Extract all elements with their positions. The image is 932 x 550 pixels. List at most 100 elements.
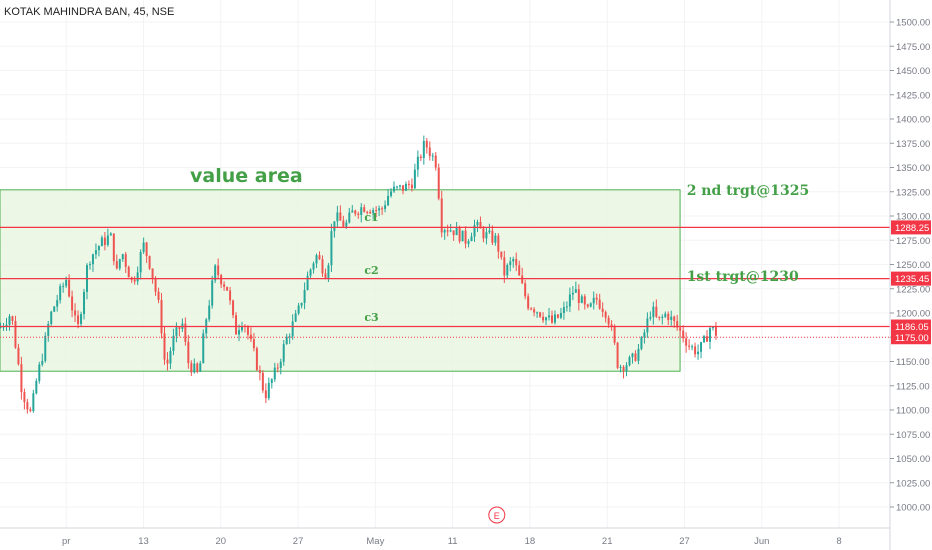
value-area-label: value area xyxy=(190,165,303,187)
candle-body xyxy=(363,207,366,212)
candle-body xyxy=(103,237,106,245)
candle-body xyxy=(551,315,553,323)
candle-body xyxy=(601,308,604,313)
annotation-text: c3 xyxy=(364,311,378,324)
candle-body xyxy=(297,305,300,314)
price-tick-label: 1150.00 xyxy=(896,357,930,368)
candle-body xyxy=(29,409,32,412)
candle-body xyxy=(112,233,115,262)
candle-body xyxy=(536,312,539,314)
candle-body xyxy=(217,265,220,276)
candle-body xyxy=(607,317,610,325)
candle-body xyxy=(223,284,226,287)
candle-body xyxy=(458,227,461,242)
candle-body xyxy=(354,210,357,214)
candle-body xyxy=(562,307,565,313)
price-label-badge xyxy=(891,220,931,235)
candle-body xyxy=(410,184,413,189)
candle-body xyxy=(276,367,279,369)
candle-body xyxy=(503,257,506,276)
candle-body xyxy=(688,345,691,347)
candle-body xyxy=(97,246,100,251)
candle-body xyxy=(32,393,35,412)
candle-body xyxy=(395,186,398,188)
candle-body xyxy=(175,327,178,336)
candle-body xyxy=(160,299,163,334)
candle-body xyxy=(235,315,238,335)
candle-body xyxy=(393,186,396,192)
candle-body xyxy=(565,306,568,308)
candle-body xyxy=(50,311,53,325)
candle-body xyxy=(121,254,124,260)
candle-body xyxy=(521,275,524,284)
candle-body xyxy=(556,314,559,318)
candle-body xyxy=(539,312,542,317)
candle-body xyxy=(252,339,255,349)
candle-body xyxy=(38,364,41,381)
candle-body xyxy=(199,363,202,372)
candle-body xyxy=(109,233,112,236)
candle-body xyxy=(485,232,488,239)
candle-body xyxy=(14,320,17,348)
price-label-text: 1288.25 xyxy=(895,223,929,234)
price-axis[interactable]: 1000.00 1025.00 1050.00 1075.00 1100.00 1125.… xyxy=(889,0,931,550)
candle-body xyxy=(464,230,467,244)
candle-body xyxy=(443,230,446,233)
candle-body xyxy=(437,167,440,199)
candle-body xyxy=(524,283,527,297)
candle-body xyxy=(163,333,166,360)
candle-body xyxy=(145,242,148,257)
candle-body xyxy=(214,265,217,281)
candle-body xyxy=(491,230,494,243)
candle-body xyxy=(407,183,410,185)
candle-body xyxy=(23,392,26,403)
candle-body xyxy=(676,321,679,328)
time-tick-label: 13 xyxy=(138,536,149,547)
price-tick-label: 1325.00 xyxy=(896,187,930,198)
candle-body xyxy=(330,231,333,266)
candle-body xyxy=(318,255,321,260)
candle-body xyxy=(685,338,688,346)
candle-body xyxy=(255,348,258,371)
candle-body xyxy=(357,213,360,215)
time-tick-label: 18 xyxy=(525,536,536,547)
candle-body xyxy=(154,279,157,292)
time-tick-label: 21 xyxy=(602,536,613,547)
candle-body xyxy=(172,335,175,352)
candle-body xyxy=(88,264,91,266)
candle-body xyxy=(515,258,518,266)
candle-body xyxy=(273,367,276,380)
candle-body xyxy=(59,286,62,301)
candle-body xyxy=(559,312,562,318)
candle-body xyxy=(428,147,431,157)
candle-body xyxy=(497,235,500,252)
candle-body xyxy=(77,315,80,324)
price-tick-label: 1400.00 xyxy=(896,115,930,126)
candle-body xyxy=(282,344,285,362)
candle-body xyxy=(488,230,491,233)
candle-body xyxy=(246,326,249,335)
candle-body xyxy=(455,227,458,236)
candle-body xyxy=(220,275,223,285)
time-axis[interactable]: pr 13 20 27 May 11 18 21 27 Jun 8 xyxy=(0,527,890,547)
price-label-text: 1235.45 xyxy=(895,274,929,285)
price-tick-label: 1475.00 xyxy=(896,42,930,53)
candle-body xyxy=(714,326,717,336)
candle-body xyxy=(211,280,214,306)
candle-body xyxy=(148,256,151,269)
candle-body xyxy=(509,261,512,266)
candle-body xyxy=(440,198,443,233)
candle-body xyxy=(512,258,515,262)
annotation-text: 1st trgt@1230 xyxy=(687,269,799,285)
candle-body xyxy=(545,317,548,321)
candle-body xyxy=(336,212,339,222)
candle-body xyxy=(372,210,375,214)
candle-body xyxy=(184,323,187,342)
candle-body xyxy=(279,361,282,369)
price-label-text: 1186.05 xyxy=(895,322,929,333)
annotation-text: 2 nd trgt@1325 xyxy=(687,183,810,199)
candle-body xyxy=(434,155,437,168)
time-tick-label: 27 xyxy=(293,536,304,547)
candle-body xyxy=(94,250,97,255)
